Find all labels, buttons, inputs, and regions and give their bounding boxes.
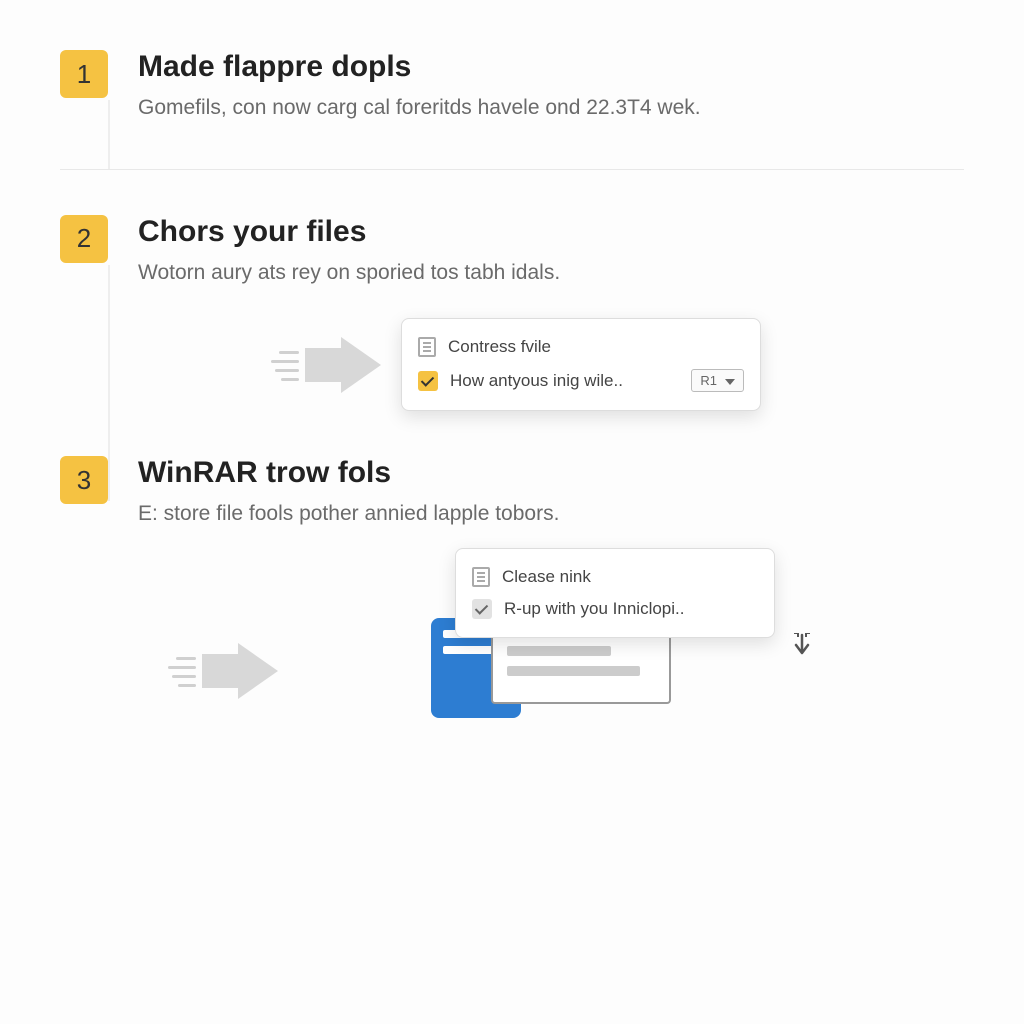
step-illustration: Contress fvile How antyous inig wile.. R… bbox=[138, 318, 964, 411]
step-2: 2 Chors your files Wotorn aury ats rey o… bbox=[60, 215, 964, 457]
menu-item-rup[interactable]: R-up with you Inniclopi.. bbox=[472, 593, 758, 625]
step-badge-1: 1 bbox=[60, 50, 108, 98]
checkbox-icon bbox=[472, 599, 492, 619]
arrow-right-icon bbox=[238, 643, 278, 699]
menu-label: Contress fvile bbox=[448, 337, 551, 357]
step-badge-2: 2 bbox=[60, 215, 108, 263]
step-desc: Gomefils, con now carg cal foreritds hav… bbox=[138, 92, 964, 124]
context-menu-popup: Clease nink R-up with you Inniclopi.. bbox=[455, 548, 775, 638]
cursor-down-icon bbox=[790, 633, 814, 663]
connector-line bbox=[108, 100, 110, 169]
menu-label: Clease nink bbox=[502, 567, 591, 587]
format-select[interactable]: R1 bbox=[691, 369, 744, 392]
step-title: Made flappre dopls bbox=[138, 50, 964, 84]
menu-item-compress[interactable]: Contress fvile bbox=[418, 331, 744, 363]
step-content: WinRAR trow fols E: store file fools pot… bbox=[138, 456, 964, 718]
arrow-right-icon bbox=[341, 337, 381, 393]
step-illustration: Clease nink R-up with you Inniclopi.. bbox=[138, 558, 964, 718]
step-1: 1 Made flappre dopls Gomefils, con now c… bbox=[60, 50, 964, 170]
menu-item-clease[interactable]: Clease nink bbox=[472, 561, 758, 593]
document-icon bbox=[472, 567, 490, 587]
document-icon bbox=[418, 337, 436, 357]
step-desc: E: store file fools pother annied lapple… bbox=[138, 498, 964, 530]
step-desc: Wotorn aury ats rey on sporied tos tabh … bbox=[138, 257, 964, 289]
checkbox-icon bbox=[418, 371, 438, 391]
step-badge-3: 3 bbox=[60, 456, 108, 504]
context-menu-popup: Contress fvile How antyous inig wile.. R… bbox=[401, 318, 761, 411]
document-panel bbox=[491, 628, 671, 704]
menu-label: R-up with you Inniclopi.. bbox=[504, 599, 684, 619]
step-3: 3 WinRAR trow fols E: store file fools p… bbox=[60, 456, 964, 763]
step-title: Chors your files bbox=[138, 215, 964, 249]
menu-label: How antyous inig wile.. bbox=[450, 371, 623, 391]
menu-item-option[interactable]: How antyous inig wile.. R1 bbox=[418, 363, 744, 398]
step-content: Made flappre dopls Gomefils, con now car… bbox=[138, 50, 964, 124]
step-content: Chors your files Wotorn aury ats rey on … bbox=[138, 215, 964, 412]
step-title: WinRAR trow fols bbox=[138, 456, 964, 490]
